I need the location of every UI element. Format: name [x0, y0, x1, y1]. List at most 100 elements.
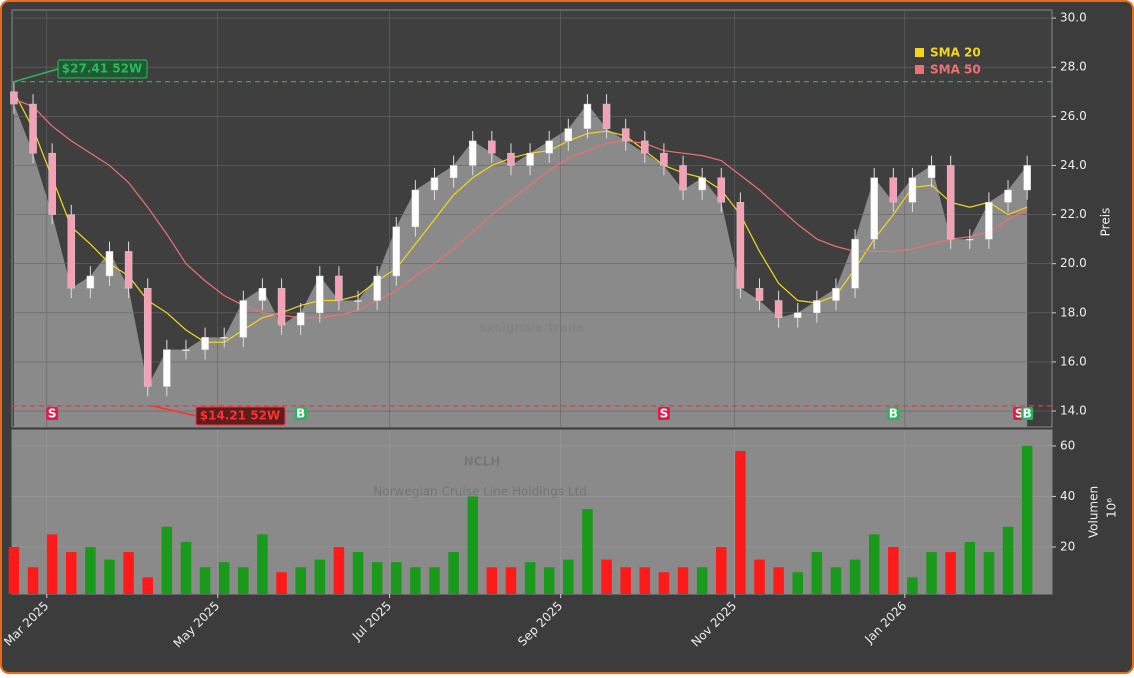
- volume-bar: [257, 534, 268, 594]
- signal-badge: [657, 407, 670, 420]
- volume-bar: [142, 577, 153, 594]
- candle-body: [335, 275, 343, 301]
- y2-axis-label: Volumen: [1087, 486, 1101, 538]
- volume-bar: [830, 567, 842, 594]
- signal-label: S: [48, 407, 57, 421]
- y2-tick-label: 40: [1060, 489, 1075, 503]
- low_52w-label: $14.21 52W: [200, 409, 280, 423]
- high_52w-label: $27.41 52W: [62, 62, 142, 76]
- candle-body: [10, 91, 18, 105]
- candle-body: [602, 103, 611, 129]
- y-tick-label: 18.0: [1060, 305, 1087, 319]
- signal-badge: [1021, 407, 1034, 420]
- volume-bar: [907, 577, 918, 594]
- candle-body: [793, 312, 802, 318]
- volume-bar: [811, 552, 823, 594]
- candle-body: [698, 177, 706, 191]
- candle-body: [105, 251, 114, 277]
- candle-body: [430, 177, 439, 191]
- signal-label: B: [1023, 407, 1032, 421]
- legend-swatch: [915, 65, 924, 74]
- signal-badge: [887, 407, 900, 420]
- y-tick-label: 14.0: [1060, 404, 1087, 418]
- candle-body: [1023, 165, 1031, 191]
- candle-body: [29, 103, 37, 154]
- y2-tick-label: 20: [1060, 539, 1075, 553]
- volume-bar: [238, 567, 249, 594]
- candle-body: [163, 349, 171, 387]
- candle-body: [488, 140, 496, 154]
- candle-body: [48, 152, 56, 215]
- volume-bar: [199, 567, 211, 594]
- volume-bar: [85, 546, 96, 594]
- signal-label: B: [296, 407, 305, 421]
- volume-bar: [410, 567, 421, 594]
- volume-bar: [1021, 445, 1033, 594]
- candle-body: [258, 287, 267, 301]
- candle-body: [966, 238, 974, 241]
- legend-swatch: [915, 48, 924, 57]
- candle-body: [813, 300, 821, 314]
- volume-bar: [983, 552, 995, 594]
- volume-bar: [582, 509, 593, 594]
- candle-body: [411, 189, 420, 228]
- candle-body: [1004, 189, 1012, 203]
- candle-body: [373, 275, 381, 301]
- candle-body: [449, 165, 458, 178]
- candle-body: [296, 312, 305, 326]
- y-tick-label: 16.0: [1060, 354, 1087, 368]
- volume-bar: [180, 541, 192, 594]
- y2-axis-unit: 10⁶: [1105, 498, 1119, 518]
- candle-body: [545, 140, 553, 154]
- company-watermark: Norwegian Cruise Line Holdings Ltd.: [373, 485, 590, 499]
- signal-label: S: [1015, 407, 1024, 421]
- volume-bar: [27, 567, 39, 594]
- volume-bar: [505, 567, 517, 594]
- candle-body: [201, 337, 209, 350]
- volume-bar: [371, 562, 383, 594]
- volume-bar: [391, 562, 402, 594]
- volume-bar: [1002, 526, 1014, 594]
- signal-badge: [294, 407, 307, 420]
- candle-body: [755, 287, 764, 301]
- signal-badge: [46, 407, 59, 420]
- volume-bar: [754, 559, 765, 594]
- volume-bar: [696, 567, 708, 594]
- y2-tick-label: 60: [1060, 438, 1075, 452]
- candle-body: [526, 152, 534, 166]
- volume-bar: [868, 534, 880, 594]
- candle-body: [832, 287, 840, 301]
- candle-body: [564, 128, 573, 142]
- candle-body: [660, 152, 668, 166]
- volume-bar: [945, 552, 956, 594]
- y-tick-label: 22.0: [1060, 207, 1087, 221]
- candle-body: [277, 287, 286, 326]
- volume-bar: [123, 552, 134, 594]
- volume-bar: [926, 552, 937, 594]
- y-axis-label: Preis: [1099, 208, 1113, 237]
- candle-body: [641, 140, 649, 154]
- volume-bar: [543, 567, 555, 594]
- volume-bar: [849, 559, 861, 594]
- volume-bar: [639, 567, 651, 594]
- candle-body: [239, 300, 248, 338]
- volume-bar: [66, 552, 77, 594]
- candle-body: [908, 177, 917, 203]
- volume-bar: [276, 572, 287, 594]
- candle-body: [774, 300, 783, 318]
- volume-bar: [467, 496, 478, 594]
- volume-bar: [8, 546, 20, 594]
- volume-bar: [773, 567, 784, 594]
- volume-bar: [352, 552, 364, 594]
- candle-body: [468, 140, 477, 166]
- candle-body: [143, 287, 152, 387]
- volume-bar: [161, 526, 173, 594]
- volume-bar: [46, 534, 58, 594]
- candle-body: [736, 202, 745, 289]
- volume-bar: [620, 567, 631, 594]
- candle-body: [985, 202, 993, 240]
- candle-body: [621, 128, 630, 142]
- signal-label: S: [660, 407, 669, 421]
- candle-body: [124, 251, 133, 289]
- candle-body: [679, 165, 687, 191]
